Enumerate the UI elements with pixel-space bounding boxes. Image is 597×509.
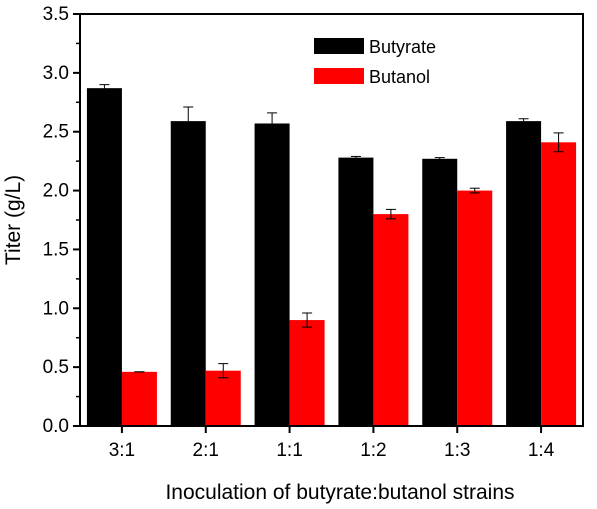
bar-butanol-1-2 xyxy=(373,214,409,426)
y-tick-label-4: 2.0 xyxy=(43,181,69,202)
bar-butanol-1-1 xyxy=(289,320,325,426)
bar-butanol-1-4 xyxy=(541,142,577,426)
bars-layer xyxy=(86,84,577,427)
legend-swatch-butyrate xyxy=(314,38,364,54)
y-axis-title: Titer (g/L) xyxy=(2,175,25,265)
y-tick-label-3: 1.5 xyxy=(43,239,69,260)
bar-butyrate-1-2 xyxy=(338,157,374,426)
x-tick-label-2-1: 2:1 xyxy=(193,440,219,461)
legend-label-butanol: Butanol xyxy=(369,67,430,87)
x-tick-label-1-1: 1:1 xyxy=(276,440,302,461)
y-tick-label-1: 0.5 xyxy=(43,357,69,378)
y-tick-label-6: 3.0 xyxy=(43,63,69,84)
bar-butyrate-1-1 xyxy=(254,123,290,426)
legend-label-butyrate: Butyrate xyxy=(369,37,436,57)
x-tick-label-1-2: 1:2 xyxy=(360,440,386,461)
x-axis-title: Inoculation of butyrate:butanol strains xyxy=(165,481,514,504)
bar-butanol-3-1 xyxy=(121,371,157,426)
y-tick-label-7: 3.5 xyxy=(43,4,69,25)
bar-butyrate-1-4 xyxy=(506,121,542,427)
bar-butyrate-1-3 xyxy=(422,158,458,426)
legend-swatch-butanol xyxy=(314,68,364,84)
y-tick-label-5: 2.5 xyxy=(43,122,69,143)
plot-frame xyxy=(79,13,584,427)
y-tick-label-2: 1.0 xyxy=(43,298,69,319)
legend: Butyrate Butanol xyxy=(314,37,436,87)
bar-butanol-2-1 xyxy=(205,370,241,426)
ticks-layer: 3:1 2:1 1:1 1:2 1:3 1:4 0.0 0.5 1.0 1.5 2.0 2.5 3.0 3… xyxy=(43,4,555,461)
bar-butanol-1-3 xyxy=(457,190,493,426)
x-tick-label-1-3: 1:3 xyxy=(444,440,470,461)
bar-butyrate-3-1 xyxy=(86,88,122,426)
bar-butyrate-2-1 xyxy=(170,121,206,427)
x-tick-label-3-1: 3:1 xyxy=(109,440,135,461)
x-tick-label-1-4: 1:4 xyxy=(528,440,555,461)
y-tick-label-0: 0.0 xyxy=(43,416,69,437)
